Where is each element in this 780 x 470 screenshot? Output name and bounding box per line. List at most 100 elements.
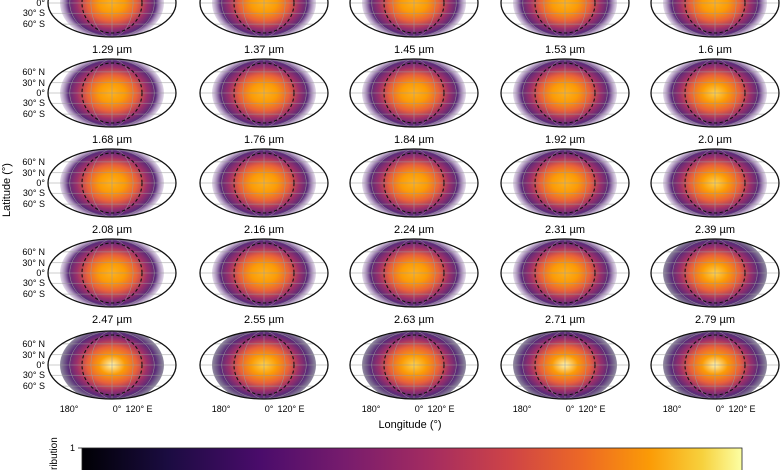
meridian-gridline xyxy=(69,59,155,127)
panel-outline xyxy=(500,238,630,308)
latitude-tick-label: 60° N xyxy=(22,67,45,77)
wavelength-label: 2.71 µm xyxy=(545,314,585,326)
meridian-gridline xyxy=(672,59,758,127)
meridian-gridline xyxy=(693,0,737,37)
panel-outline xyxy=(650,330,780,400)
latitude-tick-label: 30° S xyxy=(23,8,45,18)
meridian-gridline xyxy=(221,149,307,217)
colorbar-title: ribution xyxy=(49,437,60,470)
latitude-tick-label: 0° xyxy=(36,88,45,98)
meridian-gridline xyxy=(693,149,737,217)
wavelength-label: 2.08 µm xyxy=(92,224,132,236)
meridian-gridline xyxy=(90,239,134,307)
map-panel xyxy=(47,238,177,308)
dashed-circle xyxy=(684,0,746,34)
map-panel xyxy=(500,148,630,218)
longitude-tick-label: 0° xyxy=(716,404,725,414)
latitude-tick-label: 60° N xyxy=(22,247,45,257)
panel-outline xyxy=(349,330,479,400)
wavelength-label: 1.76 µm xyxy=(244,134,284,146)
latitude-tick-label: 30° N xyxy=(22,258,45,268)
meridian-gridline xyxy=(392,331,436,399)
wavelength-label: 2.39 µm xyxy=(695,224,735,236)
x-axis-title: Longitude (°) xyxy=(378,419,441,431)
panel-outline xyxy=(47,330,177,400)
map-panel xyxy=(650,148,780,218)
meridian-gridline xyxy=(371,331,457,399)
wavelength-label: 2.16 µm xyxy=(244,224,284,236)
wavelength-label: 1.68 µm xyxy=(92,134,132,146)
dashed-circle xyxy=(383,152,445,214)
map-panel xyxy=(199,0,329,38)
latitude-tick-label: 60° S xyxy=(23,199,45,209)
longitude-tick-label: 180° xyxy=(663,404,682,414)
meridian-gridline xyxy=(371,0,457,37)
dashed-circle xyxy=(534,334,596,396)
panel-outline xyxy=(349,148,479,218)
dashed-circle xyxy=(233,334,295,396)
panel-outline xyxy=(199,238,329,308)
latitude-tick-label: 60° S xyxy=(23,289,45,299)
meridian-gridline xyxy=(90,149,134,217)
meridian-gridline xyxy=(543,331,587,399)
meridian-gridline xyxy=(221,0,307,37)
meridian-gridline xyxy=(90,0,134,37)
map-panel xyxy=(349,0,479,38)
map-panel xyxy=(650,330,780,400)
dashed-circle xyxy=(383,242,445,304)
map-panel xyxy=(650,238,780,308)
map-panel xyxy=(47,0,177,38)
colorbar-max-label: 1 xyxy=(70,443,75,453)
panel-outline xyxy=(199,0,329,38)
meridian-gridline xyxy=(693,331,737,399)
panel-outline xyxy=(349,58,479,128)
wavelength-label: 2.0 µm xyxy=(698,134,732,146)
meridian-gridline xyxy=(543,239,587,307)
latitude-tick-label: 30° N xyxy=(22,350,45,360)
dashed-circle xyxy=(534,242,596,304)
panel-outline xyxy=(650,148,780,218)
latitude-tick-label: 0° xyxy=(36,0,45,8)
map-panel xyxy=(349,330,479,400)
dashed-circle xyxy=(684,152,746,214)
longitude-tick-label: 120° E xyxy=(277,404,304,414)
longitude-tick-label: 0° xyxy=(265,404,274,414)
meridian-gridline xyxy=(522,59,608,127)
wavelength-label: 1.45 µm xyxy=(394,44,434,56)
longitude-tick-label: 0° xyxy=(415,404,424,414)
wavelength-label: 1.84 µm xyxy=(394,134,434,146)
latitude-tick-label: 60° S xyxy=(23,381,45,391)
panel-outline xyxy=(500,148,630,218)
meridian-gridline xyxy=(693,239,737,307)
panel-outline xyxy=(199,330,329,400)
dashed-circle xyxy=(233,152,295,214)
meridian-gridline xyxy=(90,59,134,127)
latitude-axis: 0°30° S60° S60° N30° N0°30° S60° S60° N3… xyxy=(22,0,45,391)
map-panel xyxy=(500,0,630,38)
meridian-gridline xyxy=(522,149,608,217)
map-panel xyxy=(199,238,329,308)
panel-outline xyxy=(47,58,177,128)
y-axis-title: Latitude (°) xyxy=(1,163,13,217)
longitude-tick-label: 180° xyxy=(362,404,381,414)
meridian-gridline xyxy=(221,59,307,127)
map-panel xyxy=(349,58,479,128)
longitude-tick-label: 120° E xyxy=(728,404,755,414)
meridian-gridline xyxy=(69,149,155,217)
dashed-circle xyxy=(81,62,143,124)
wavelength-label: 1.92 µm xyxy=(545,134,585,146)
meridian-gridline xyxy=(693,59,737,127)
panel-outline xyxy=(47,238,177,308)
meridian-gridline xyxy=(242,331,286,399)
latitude-tick-label: 60° S xyxy=(23,19,45,29)
dashed-circle xyxy=(684,62,746,124)
panel-outline xyxy=(650,0,780,38)
meridian-gridline xyxy=(392,149,436,217)
map-panel xyxy=(199,330,329,400)
dashed-circle xyxy=(684,242,746,304)
panel-outline xyxy=(650,238,780,308)
meridian-gridline xyxy=(543,59,587,127)
dashed-circle xyxy=(383,334,445,396)
latitude-tick-label: 0° xyxy=(36,178,45,188)
meridian-gridline xyxy=(543,149,587,217)
